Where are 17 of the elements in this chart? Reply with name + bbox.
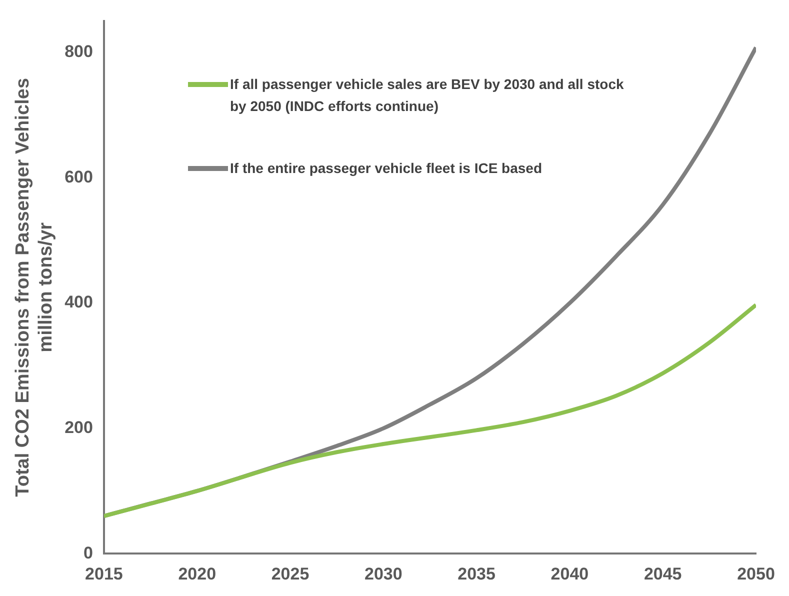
x-tick-label: 2040 xyxy=(550,564,589,584)
x-tick-label: 2045 xyxy=(644,564,682,584)
y-tick-label: 600 xyxy=(64,167,93,186)
x-tick-label: 2050 xyxy=(737,564,775,584)
x-tick-label: 2030 xyxy=(364,564,402,584)
y-tick-label: 200 xyxy=(64,418,93,438)
legend-label: If all passenger vehicle sales are BEV by 2030 and all stock by 2050 (INDC efforts continue) xyxy=(230,75,625,116)
y-tick-label: 800 xyxy=(64,42,93,62)
y-axis-title: Total CO2 Emissions from Passenger Vehicles million tons/yr xyxy=(12,78,56,497)
x-tick-label: 2020 xyxy=(178,564,216,584)
line-series xyxy=(104,302,756,518)
legend-label: If the entire passeger vehicle fleet is ICE based xyxy=(230,159,542,178)
x-tick-label: 2015 xyxy=(85,564,123,584)
y-tick-label: 400 xyxy=(64,292,93,312)
y-tick-label: 0 xyxy=(83,543,93,562)
x-tick-label: 2025 xyxy=(271,564,310,584)
x-tick-label: 2035 xyxy=(458,564,496,584)
